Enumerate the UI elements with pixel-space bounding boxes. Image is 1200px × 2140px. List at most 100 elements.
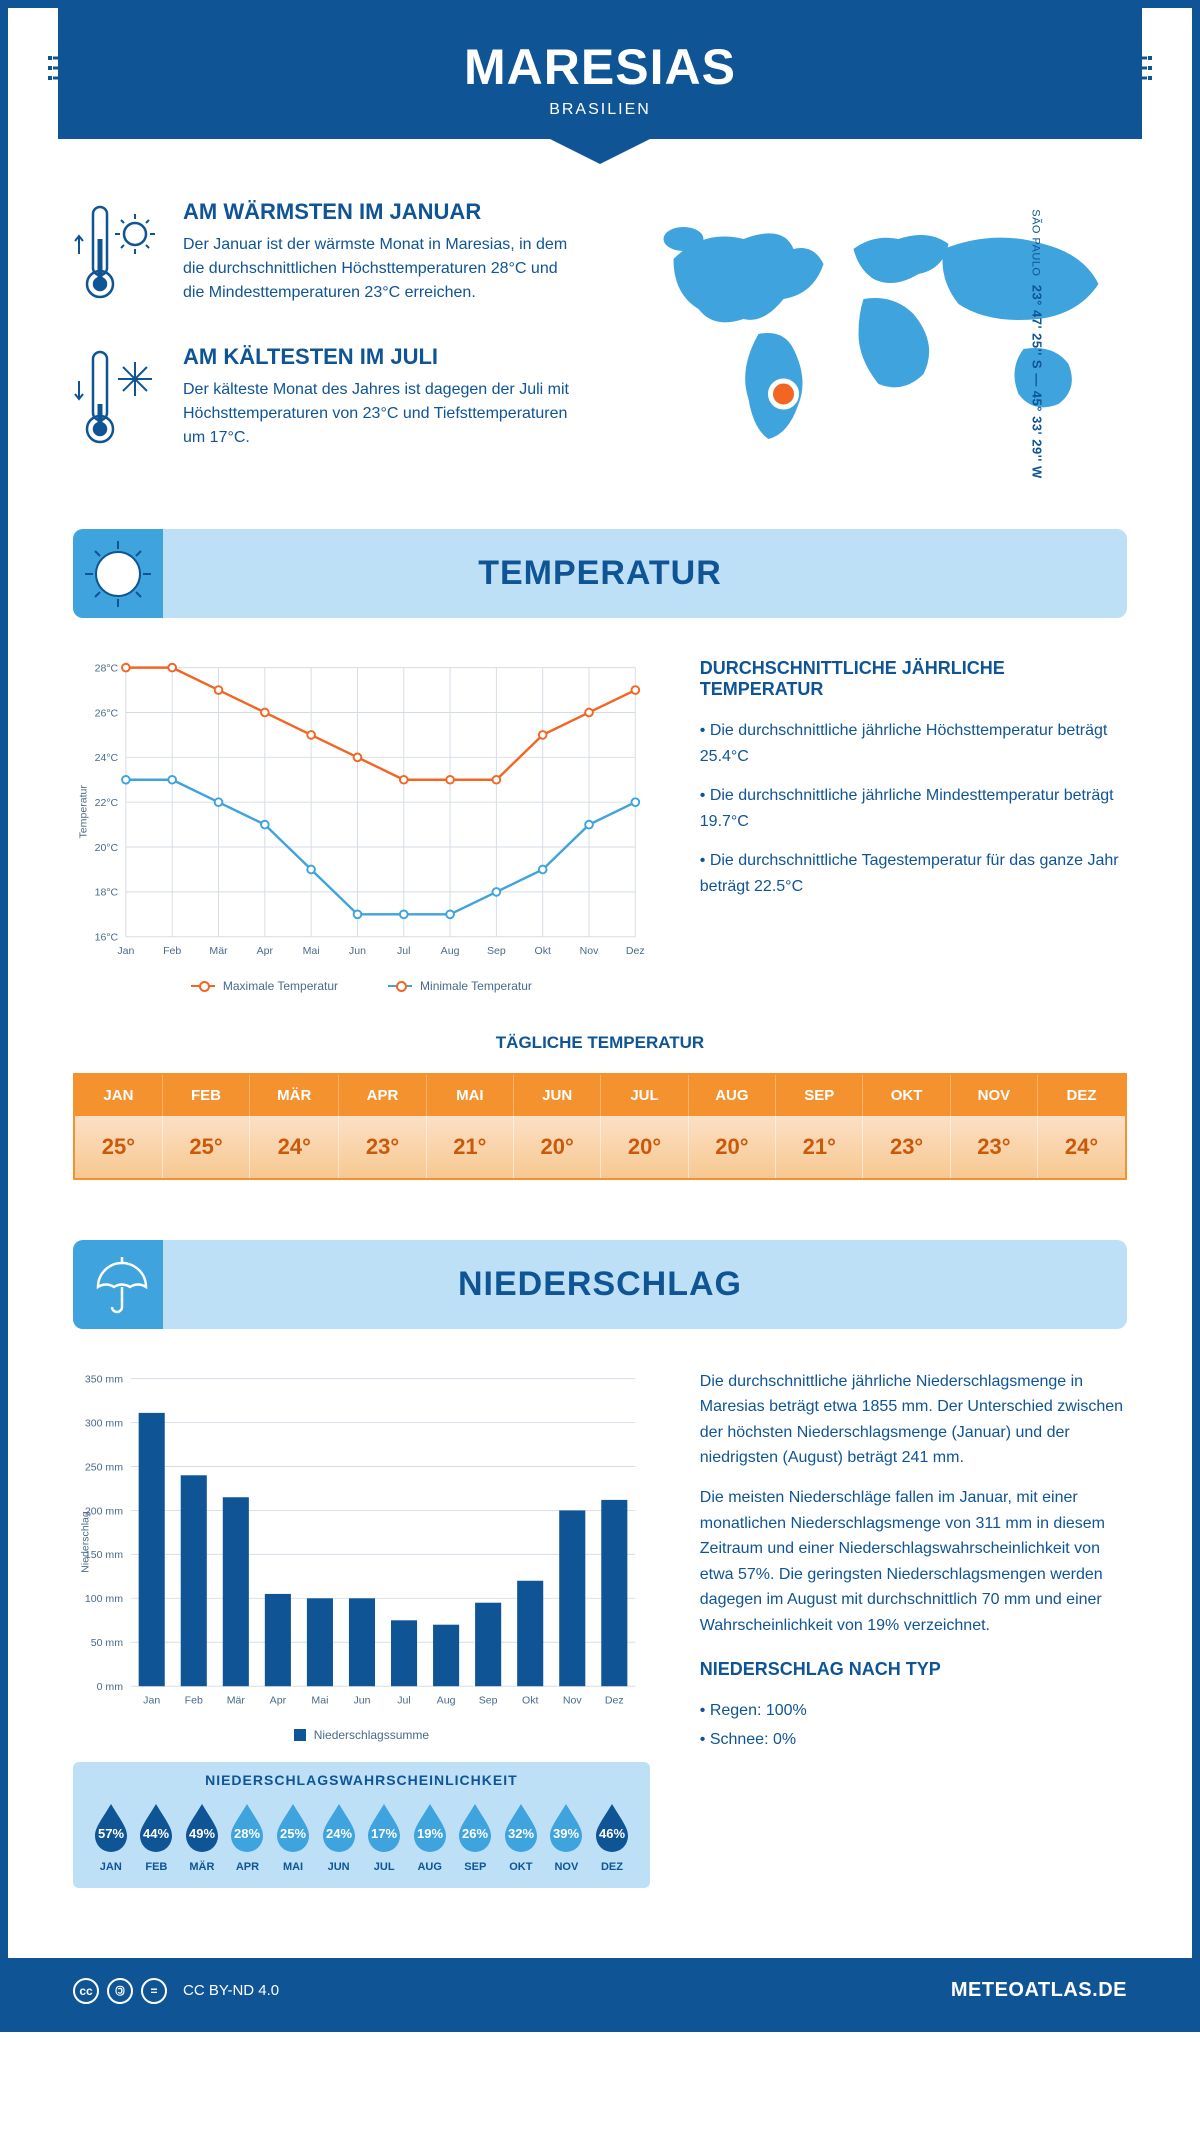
svg-text:Mai: Mai — [303, 945, 320, 957]
svg-text:32%: 32% — [508, 1826, 534, 1841]
wind-icon-right — [1042, 28, 1152, 113]
precipitation-chart: 0 mm50 mm100 mm150 mm200 mm250 mm300 mm3… — [73, 1369, 650, 1715]
drop-icon: 32% — [500, 1800, 542, 1852]
drop-icon: 26% — [454, 1800, 496, 1852]
thermometer-cold-icon — [73, 344, 163, 454]
table-header: FEB — [162, 1074, 249, 1116]
svg-text:Jan: Jan — [143, 1694, 160, 1706]
table-header: JAN — [74, 1074, 162, 1116]
coldest-block: AM KÄLTESTEN IM JULI Der kälteste Monat … — [73, 344, 580, 459]
by-icon: 🄯 — [107, 1978, 133, 2004]
thermometer-hot-icon — [73, 199, 163, 309]
svg-text:26°C: 26°C — [95, 707, 119, 719]
svg-text:Aug: Aug — [441, 945, 460, 957]
table-header: APR — [339, 1074, 426, 1116]
drop-item: 19%AUG — [407, 1800, 453, 1873]
drop-icon: 19% — [409, 1800, 451, 1852]
drop-icon: 25% — [272, 1800, 314, 1852]
svg-text:19%: 19% — [417, 1826, 443, 1841]
precip-text: Die durchschnittliche jährliche Niedersc… — [700, 1369, 1127, 1471]
precip-type-bullet: • Schnee: 0% — [700, 1727, 1127, 1753]
drop-icon: 57% — [90, 1800, 132, 1852]
drop-item: 39%NOV — [544, 1800, 590, 1873]
svg-text:24%: 24% — [326, 1826, 352, 1841]
table-header: JUL — [601, 1074, 688, 1116]
drop-icon: 24% — [318, 1800, 360, 1852]
svg-text:0 mm: 0 mm — [97, 1681, 124, 1693]
drop-icon: 44% — [135, 1800, 177, 1852]
svg-text:49%: 49% — [189, 1826, 215, 1841]
page-title: MARESIAS — [58, 38, 1142, 96]
svg-text:Jun: Jun — [353, 1694, 370, 1706]
sun-icon — [83, 539, 153, 609]
svg-text:46%: 46% — [599, 1826, 625, 1841]
drop-icon: 39% — [545, 1800, 587, 1852]
drop-item: 26%SEP — [453, 1800, 499, 1873]
site-name: METEOATLAS.DE — [951, 1979, 1127, 2002]
cc-icon: cc — [73, 1978, 99, 2004]
warmest-title: AM WÄRMSTEN IM JANUAR — [183, 199, 580, 225]
drop-item: 57%JAN — [88, 1800, 134, 1873]
probability-box: NIEDERSCHLAGSWAHRSCHEINLICHKEIT 57%JAN44… — [73, 1762, 650, 1888]
warmest-block: AM WÄRMSTEN IM JANUAR Der Januar ist der… — [73, 199, 580, 314]
coordinates: SÃO PAULO 23° 47' 25'' S — 45° 33' 29'' … — [1030, 209, 1045, 479]
svg-text:350 mm: 350 mm — [85, 1373, 123, 1385]
table-cell: 24° — [1038, 1116, 1126, 1179]
nd-icon: = — [141, 1978, 167, 2004]
drop-icon: 49% — [181, 1800, 223, 1852]
wind-icon-left — [48, 28, 158, 113]
svg-text:16°C: 16°C — [95, 932, 119, 944]
license-text: CC BY-ND 4.0 — [183, 1982, 279, 1999]
precipitation-banner: NIEDERSCHLAG — [73, 1240, 1127, 1329]
drop-item: 24%JUN — [316, 1800, 362, 1873]
table-cell: 23° — [339, 1116, 426, 1179]
world-map — [620, 199, 1127, 459]
table-header: AUG — [688, 1074, 775, 1116]
table-header: SEP — [776, 1074, 863, 1116]
svg-text:39%: 39% — [553, 1826, 579, 1841]
svg-text:Jul: Jul — [397, 945, 411, 957]
svg-text:28%: 28% — [234, 1826, 260, 1841]
daily-temp-table: JANFEBMÄRAPRMAIJUNJULAUGSEPOKTNOVDEZ 25°… — [73, 1073, 1127, 1180]
drop-icon: 46% — [591, 1800, 633, 1852]
location-marker — [771, 381, 797, 407]
table-header: JUN — [514, 1074, 601, 1116]
svg-text:Feb: Feb — [185, 1694, 203, 1706]
precip-chart-legend: Niederschlagssumme — [73, 1728, 650, 1742]
svg-text:Sep: Sep — [487, 945, 506, 957]
coldest-text: Der kälteste Monat des Jahres ist dagege… — [183, 378, 580, 450]
drop-item: 49%MÄR — [179, 1800, 225, 1873]
temperature-chart: 16°C18°C20°C22°C24°C26°C28°CJanFebMärApr… — [73, 658, 650, 966]
svg-text:28°C: 28°C — [95, 662, 119, 674]
svg-text:57%: 57% — [98, 1826, 124, 1841]
table-cell: 23° — [863, 1116, 950, 1179]
table-cell: 24° — [250, 1116, 339, 1179]
svg-text:24°C: 24°C — [95, 752, 119, 764]
table-cell: 25° — [162, 1116, 249, 1179]
svg-text:22°C: 22°C — [95, 797, 119, 809]
table-cell: 20° — [688, 1116, 775, 1179]
table-header: DEZ — [1038, 1074, 1126, 1116]
svg-text:Sep: Sep — [479, 1694, 498, 1706]
temp-bullet: • Die durchschnittliche jährliche Mindes… — [700, 783, 1127, 834]
svg-text:26%: 26% — [462, 1826, 488, 1841]
drop-item: 44%FEB — [134, 1800, 180, 1873]
drop-item: 32%OKT — [498, 1800, 544, 1873]
drop-item: 25%MAI — [270, 1800, 316, 1873]
license-block: cc 🄯 = CC BY-ND 4.0 — [73, 1978, 279, 2004]
svg-text:Jan: Jan — [117, 945, 134, 957]
table-cell: 21° — [776, 1116, 863, 1179]
svg-text:300 mm: 300 mm — [85, 1417, 123, 1429]
drop-icon: 28% — [226, 1800, 268, 1852]
svg-text:50 mm: 50 mm — [91, 1637, 123, 1649]
table-cell: 20° — [601, 1116, 688, 1179]
intro-row: AM WÄRMSTEN IM JANUAR Der Januar ist der… — [73, 199, 1127, 489]
page-frame: MARESIAS BRASILIEN — [0, 0, 1200, 2032]
precip-type-bullet: • Regen: 100% — [700, 1698, 1127, 1724]
svg-text:25%: 25% — [280, 1826, 306, 1841]
svg-text:Mär: Mär — [227, 1694, 246, 1706]
table-cell: 20° — [514, 1116, 601, 1179]
coldest-title: AM KÄLTESTEN IM JULI — [183, 344, 580, 370]
svg-text:Nov: Nov — [563, 1694, 583, 1706]
svg-text:Nov: Nov — [580, 945, 600, 957]
